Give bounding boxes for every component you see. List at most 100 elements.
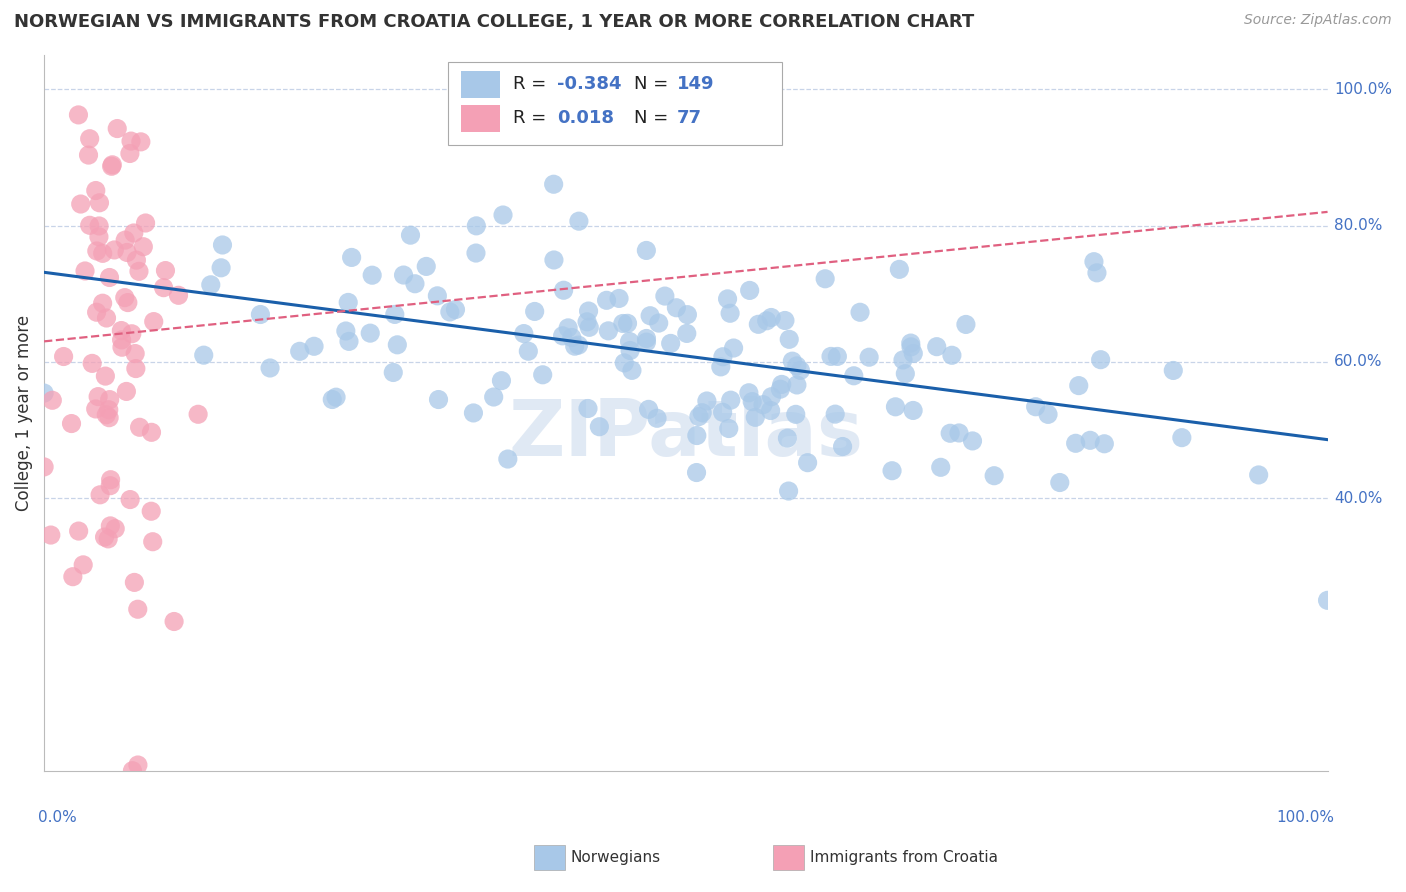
- Point: [686, 428, 709, 442]
- Point: [337, 334, 360, 349]
- Point: [574, 112, 596, 127]
- Point: [613, 356, 636, 370]
- Point: [588, 419, 610, 434]
- Point: [325, 390, 347, 404]
- Point: [135, 216, 157, 230]
- Point: [142, 534, 165, 549]
- Text: 60.0%: 60.0%: [1334, 354, 1382, 369]
- Point: [711, 350, 734, 364]
- Point: [1085, 266, 1108, 280]
- Point: [103, 243, 125, 257]
- Point: [718, 306, 741, 320]
- Point: [167, 288, 190, 302]
- Point: [513, 326, 536, 341]
- Point: [676, 308, 699, 322]
- Point: [249, 308, 271, 322]
- Point: [778, 483, 800, 498]
- Point: [620, 363, 643, 377]
- Point: [858, 350, 880, 364]
- Point: [41, 393, 63, 408]
- Point: [392, 268, 415, 282]
- Point: [492, 208, 515, 222]
- Point: [1316, 593, 1339, 607]
- Point: [87, 390, 110, 404]
- Point: [340, 251, 363, 265]
- Point: [124, 575, 146, 590]
- Point: [831, 440, 853, 454]
- Point: [1064, 436, 1087, 450]
- Point: [115, 245, 138, 260]
- Point: [97, 402, 120, 417]
- Point: [744, 410, 766, 425]
- Point: [619, 343, 641, 358]
- Point: [901, 403, 924, 417]
- Point: [84, 401, 107, 416]
- Point: [67, 524, 90, 538]
- Point: [636, 335, 658, 350]
- Point: [288, 344, 311, 359]
- Point: [132, 240, 155, 254]
- Point: [1036, 408, 1059, 422]
- Point: [209, 260, 232, 275]
- Point: [786, 378, 808, 392]
- Point: [685, 466, 707, 480]
- Point: [426, 289, 449, 303]
- Point: [720, 393, 742, 408]
- Point: [711, 405, 734, 419]
- Point: [755, 314, 778, 328]
- Point: [782, 354, 804, 368]
- Point: [79, 132, 101, 146]
- Point: [880, 464, 903, 478]
- Point: [39, 528, 62, 542]
- Point: [96, 408, 118, 422]
- Point: [120, 492, 142, 507]
- Point: [616, 316, 638, 330]
- Point: [415, 260, 437, 274]
- Point: [69, 197, 91, 211]
- Point: [382, 366, 405, 380]
- Point: [564, 339, 586, 353]
- Point: [598, 324, 620, 338]
- Point: [1247, 467, 1270, 482]
- Point: [619, 334, 641, 349]
- Point: [98, 392, 121, 407]
- Point: [543, 178, 565, 192]
- Point: [717, 421, 740, 435]
- Point: [738, 385, 761, 400]
- Point: [72, 558, 94, 572]
- Point: [648, 316, 671, 330]
- Text: 0.018: 0.018: [558, 109, 614, 127]
- Point: [776, 431, 799, 445]
- Point: [568, 214, 591, 228]
- Point: [122, 226, 145, 240]
- Point: [91, 296, 114, 310]
- Point: [125, 361, 148, 376]
- Point: [1083, 254, 1105, 268]
- FancyBboxPatch shape: [461, 70, 499, 98]
- Point: [636, 331, 658, 345]
- Point: [645, 411, 668, 425]
- Point: [543, 252, 565, 267]
- Point: [820, 350, 842, 364]
- Point: [496, 452, 519, 467]
- Point: [761, 390, 783, 404]
- Point: [91, 246, 114, 260]
- Point: [894, 367, 917, 381]
- Point: [759, 403, 782, 417]
- Point: [607, 292, 630, 306]
- Point: [1025, 400, 1047, 414]
- Point: [523, 304, 546, 318]
- Text: 100.0%: 100.0%: [1334, 82, 1392, 96]
- Point: [578, 320, 600, 334]
- Point: [785, 408, 807, 422]
- Point: [211, 238, 233, 252]
- Text: 40.0%: 40.0%: [1334, 491, 1382, 506]
- Text: 77: 77: [676, 109, 702, 127]
- Point: [770, 377, 793, 392]
- Point: [387, 338, 409, 352]
- Point: [814, 272, 837, 286]
- Point: [127, 602, 149, 616]
- Point: [100, 159, 122, 173]
- Point: [52, 350, 75, 364]
- Point: [120, 134, 142, 148]
